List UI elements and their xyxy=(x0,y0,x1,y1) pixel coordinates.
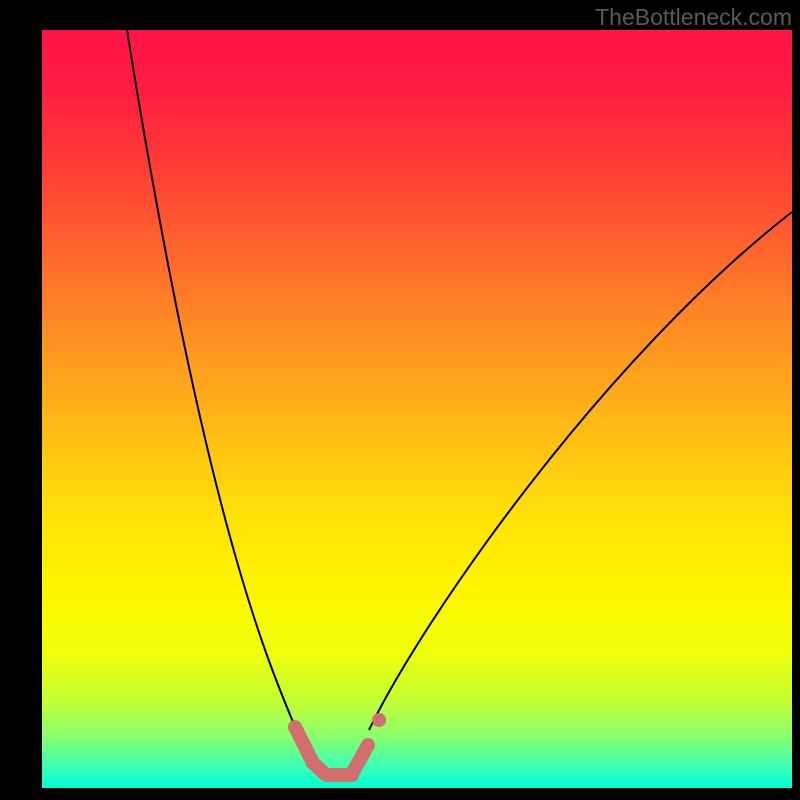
curve-right xyxy=(369,212,792,730)
marker-dot xyxy=(372,713,386,727)
plot-area xyxy=(42,30,792,788)
curve-left xyxy=(127,30,298,734)
watermark-text: TheBottleneck.com xyxy=(595,4,792,31)
chart-root: { "canvas": { "width": 800, "height": 80… xyxy=(0,0,800,800)
overlay-svg xyxy=(42,30,792,788)
marker-segment xyxy=(354,745,368,770)
marker-segment xyxy=(295,727,311,759)
